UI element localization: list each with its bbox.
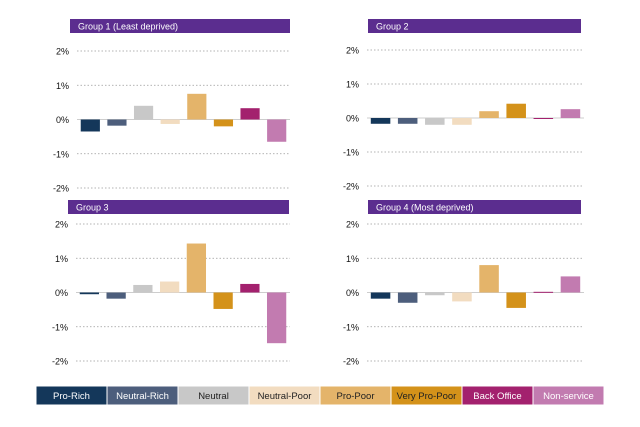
y-tick-label: -1% — [52, 322, 68, 332]
bar-neutral — [425, 292, 445, 296]
y-tick-label: 0% — [346, 114, 359, 124]
y-tick-label: 1% — [346, 80, 359, 90]
bar-neutral-rich — [397, 292, 418, 303]
y-tick-label: 1% — [55, 254, 68, 264]
y-tick-label: -1% — [343, 322, 359, 332]
legend-label-pro-rich: Pro-Rich — [53, 391, 90, 402]
y-tick-label: -1% — [343, 148, 359, 158]
panel-title: Group 2 — [376, 22, 409, 32]
legend: Pro-Rich Neutral-Rich Neutral Neutral-Poor P… — [35, 385, 605, 406]
bar-neutral — [425, 118, 445, 125]
panel-3: Group 3 2% 1% 0% -1% -2% — [52, 200, 290, 367]
bar-non-service — [267, 119, 287, 142]
bar-back-office — [240, 283, 260, 293]
y-tick-label: -2% — [53, 184, 69, 194]
y-tick-label: -2% — [52, 357, 68, 367]
legend-label-neutral-poor: Neutral-Poor — [258, 391, 312, 402]
panel-title: Group 4 (Most deprived) — [376, 203, 474, 213]
legend-label-pro-poor: Pro-Poor — [336, 391, 374, 402]
legend-label-neutral: Neutral — [198, 391, 229, 402]
panel-title-bar — [70, 19, 290, 33]
bar-neutral-rich — [106, 292, 126, 299]
bar-pro-poor — [479, 111, 499, 118]
bar-neutral-rich — [397, 118, 418, 124]
y-tick-label: 0% — [56, 115, 69, 125]
y-tick-label: -2% — [343, 182, 359, 192]
bar-very-pro-poor — [213, 292, 233, 309]
bar-pro-rich — [80, 119, 100, 132]
panel-1: Group 1 (Least deprived) 2% 1% 0% -1% -2% — [53, 19, 290, 194]
bar-pro-rich — [79, 292, 100, 295]
bar-neutral-poor — [452, 118, 472, 125]
bar-very-pro-poor — [213, 119, 234, 127]
bar-very-pro-poor — [506, 103, 526, 118]
bar-pro-poor — [479, 265, 499, 293]
y-tick-label: 2% — [55, 220, 68, 230]
bar-neutral — [133, 284, 153, 293]
bar-back-office — [240, 108, 260, 120]
panel-4: Group 4 (Most deprived) 2% 1% 0% -1% -2% — [343, 200, 584, 367]
y-tick-label: 0% — [55, 288, 68, 298]
y-tick-label: 2% — [346, 46, 359, 56]
legend-label-neutral-rich: Neutral-Rich — [116, 391, 169, 402]
panel-title-bar — [368, 200, 581, 214]
bar-neutral — [133, 105, 154, 120]
bar-neutral-poor — [159, 281, 180, 293]
panel-title: Group 1 (Least deprived) — [78, 22, 178, 32]
bar-pro-rich — [370, 292, 391, 299]
bar-neutral-rich — [107, 119, 127, 126]
bar-neutral-poor — [160, 119, 180, 124]
bar-non-service — [560, 109, 581, 118]
legend-label-very-pro-poor: Very Pro-Poor — [397, 391, 457, 402]
bar-pro-poor — [187, 93, 207, 120]
bar-back-office — [533, 291, 554, 293]
panel-2: Group 2 2% 1% 0% -1% -2% — [343, 19, 584, 192]
bar-very-pro-poor — [506, 292, 526, 308]
y-tick-label: -2% — [343, 357, 359, 367]
y-tick-label: 2% — [56, 47, 69, 57]
bar-pro-rich — [370, 118, 391, 124]
y-tick-label: 1% — [56, 81, 69, 91]
y-tick-label: -1% — [53, 149, 69, 159]
y-tick-label: 2% — [346, 220, 359, 230]
bar-pro-poor — [186, 243, 207, 293]
panel-title: Group 3 — [76, 203, 109, 213]
panel-title-bar — [368, 19, 581, 33]
bar-non-service — [560, 276, 581, 293]
y-tick-label: 1% — [346, 254, 359, 264]
legend-label-non-service: Non-service — [543, 391, 594, 402]
y-tick-label: 0% — [346, 288, 359, 298]
panel-title-bar — [68, 200, 289, 214]
bar-neutral-poor — [452, 292, 472, 302]
bar-back-office — [533, 118, 554, 119]
bar-non-service — [266, 292, 287, 344]
legend-swatch — [532, 385, 605, 406]
legend-label-back-office: Back Office — [473, 391, 521, 402]
